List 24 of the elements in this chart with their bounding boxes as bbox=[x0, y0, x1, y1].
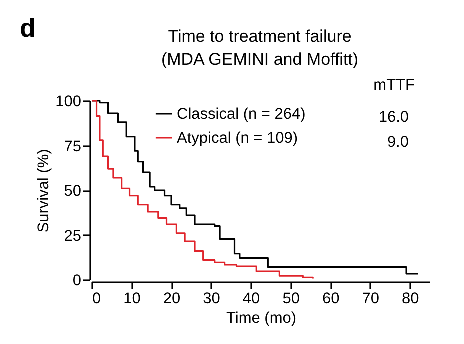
x-tick-label: 70 bbox=[362, 290, 380, 308]
x-tick-label: 10 bbox=[124, 290, 142, 308]
y-tick-label: 0 bbox=[72, 272, 82, 290]
y-tick-label: 25 bbox=[64, 228, 82, 245]
x-tick-label: 50 bbox=[282, 290, 300, 308]
chart-subtitle: (MDA GEMINI and Moffitt) bbox=[161, 50, 359, 69]
legend-label: Atypical (n = 109) bbox=[177, 130, 298, 147]
x-tick-label: 30 bbox=[203, 290, 221, 308]
x-tick-label: 0 bbox=[92, 290, 102, 308]
y-tick-label: 50 bbox=[64, 183, 82, 200]
annotation: 9.0 bbox=[387, 134, 410, 151]
x-tick-label: 20 bbox=[163, 290, 182, 308]
x-tick-label: 80 bbox=[402, 290, 420, 308]
text: mTTF bbox=[374, 77, 415, 94]
x-tick-label: 60 bbox=[322, 290, 340, 308]
x-tick-label: 40 bbox=[242, 290, 261, 308]
y-axis-title: Survival (%) bbox=[36, 149, 53, 233]
annotation: 16.0 bbox=[378, 109, 410, 126]
chart-title: Time to treatment failure bbox=[168, 27, 352, 46]
y-tick-label: 75 bbox=[64, 138, 82, 156]
x-axis-title: Time (mo) bbox=[226, 310, 297, 327]
y-tick-label: 100 bbox=[56, 94, 82, 110]
legend-label: Classical (n = 264) bbox=[177, 106, 306, 123]
text: d bbox=[20, 13, 36, 43]
